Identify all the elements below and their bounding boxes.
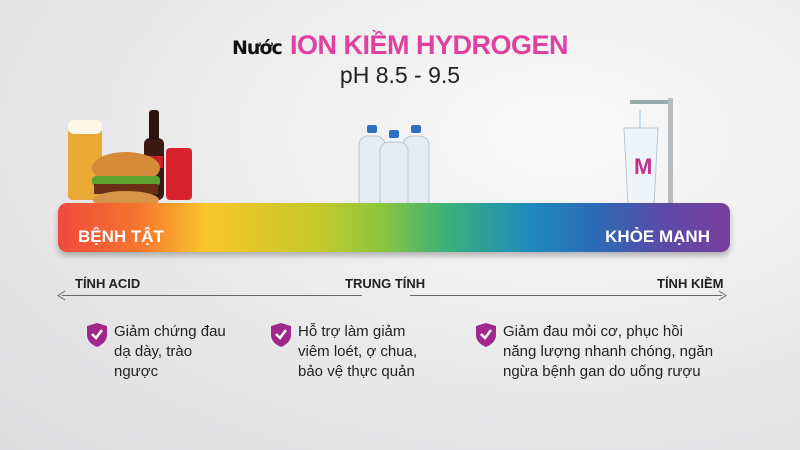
arrow-left-icon	[57, 290, 66, 301]
arrow-right-icon	[718, 290, 727, 301]
benefit-text: Giảm chứng đau dạ dày, trào ngược	[114, 323, 226, 380]
benefit-text: Hỗ trợ làm giảm viêm loét, ợ chua, bảo v…	[298, 323, 418, 380]
acid-arrow-line	[62, 295, 362, 296]
benefit-item: Giảm đau mỏi cơ, phục hồi năng lượng nha…	[475, 322, 713, 382]
alkaline-arrow-line	[410, 295, 722, 296]
axis-center-label: TRUNG TÍNH	[345, 276, 426, 291]
page-title: Nước ION KIỀM HYDROGEN	[0, 30, 800, 61]
benefit-item: Giảm chứng đau dạ dày, trào ngược	[86, 322, 226, 382]
shield-check-icon	[476, 323, 496, 347]
ph-scale-bar	[58, 203, 730, 252]
title-prefix: Nước	[232, 37, 283, 59]
benefit-text: Giảm đau mỏi cơ, phục hồi năng lượng nha…	[503, 323, 714, 380]
title-main: ION KIỀM HYDROGEN	[289, 30, 569, 60]
axis-left-label: TÍNH ACID	[75, 276, 141, 291]
junk-food-image	[68, 110, 192, 209]
shield-check-icon	[271, 323, 291, 347]
scale-right-label: KHỎE MẠNH	[605, 227, 710, 246]
benefit-item: Hỗ trợ làm giảm viêm loét, ợ chua, bảo v…	[270, 322, 417, 382]
axis-right-label: TÍNH KIỀM	[657, 276, 724, 291]
scale-left-label: BỆNH TẬT	[78, 227, 164, 246]
svg-text:M: M	[634, 154, 652, 179]
water-glass-image: M	[623, 98, 673, 208]
ph-subtitle: pH 8.5 - 9.5	[339, 62, 461, 88]
shield-check-icon	[87, 323, 107, 347]
